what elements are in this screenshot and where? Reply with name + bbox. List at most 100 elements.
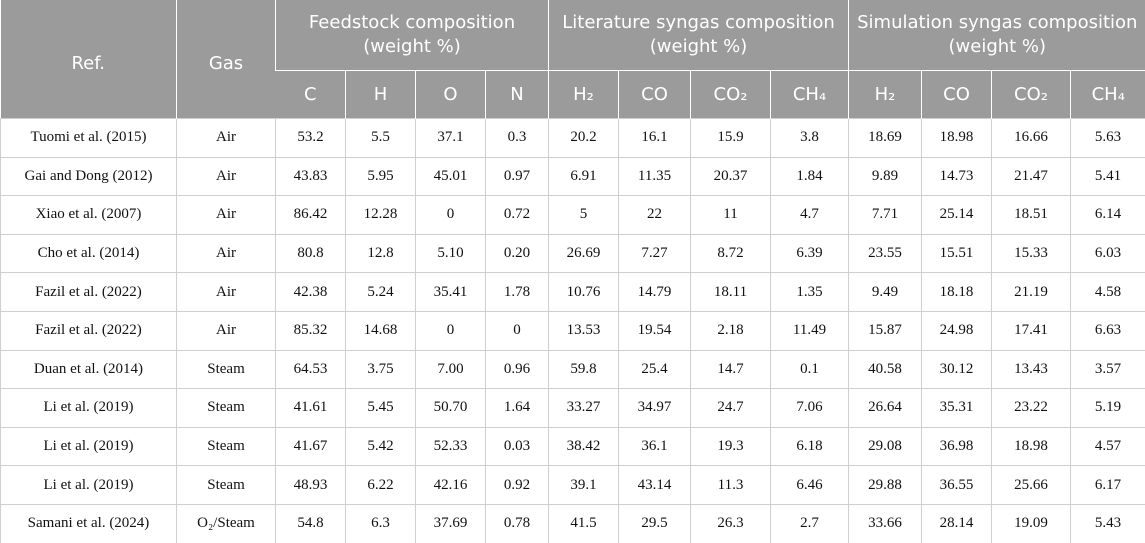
column-header: CH₄ [1070, 70, 1145, 119]
table-cell: 48.93 [275, 465, 346, 505]
table-cell: Li et al. (2019) [0, 426, 177, 467]
table-cell: Air [176, 156, 276, 197]
table-cell: 0.20 [484, 233, 550, 274]
table-cell: 25.66 [991, 465, 1072, 505]
table-cell: 5.10 [415, 233, 486, 274]
table-cell: Tuomi et al. (2015) [0, 118, 177, 158]
table-cell: 24.7 [690, 388, 772, 428]
group-header: Simulation syngas composition (weight %) [848, 0, 1145, 71]
table-row: Li et al. (2019) Steam 41.61 5.45 50.70 1.64 3… [0, 388, 1145, 428]
table-row: Li et al. (2019) Steam 48.93 6.22 42.16 0.92 3… [0, 465, 1145, 505]
table-cell: 18.98 [991, 426, 1072, 467]
table-cell: 16.66 [991, 118, 1072, 158]
table-cell: 0.03 [484, 426, 550, 467]
table-cell: 15.87 [848, 310, 923, 351]
table-cell: 18.18 [921, 272, 993, 312]
table-cell: 6.18 [770, 426, 850, 467]
header-cell: Gas [176, 0, 276, 119]
table-cell: 18.69 [848, 118, 923, 158]
table-cell: 14.7 [690, 349, 772, 390]
table-cell: 28.14 [921, 503, 993, 543]
table-cell: 5.42 [345, 426, 416, 467]
table-row: Fazil et al. (2022) Air 42.38 5.24 35.41 1.78… [0, 272, 1145, 312]
table-cell: 3.57 [1070, 349, 1145, 390]
column-header: CO [921, 70, 992, 119]
table-cell: 18.98 [921, 118, 993, 158]
table-cell: O₂/Steam [176, 503, 276, 543]
table-cell: 1.64 [484, 388, 550, 428]
table-cell: 42.16 [415, 465, 486, 505]
table-cell: 39.1 [548, 465, 620, 505]
table-cell: 12.28 [345, 195, 416, 235]
table-cell: 35.31 [921, 388, 993, 428]
column-header: CO [618, 70, 691, 119]
table-cell: 3.75 [345, 349, 416, 390]
table-cell: 26.69 [548, 233, 620, 274]
table-cell: 37.69 [415, 503, 486, 543]
table-cell: 33.27 [548, 388, 620, 428]
table-row: Fazil et al. (2022) Air 85.32 14.68 0 0 13.53 1… [0, 310, 1145, 351]
header-row: C H O N H₂ CO CO₂ CH₄ H₂ CO CO₂ CH₄ [1, 70, 1145, 119]
table-cell: 14.68 [345, 310, 416, 351]
table-cell: 34.97 [618, 388, 692, 428]
column-header: H₂ [548, 70, 619, 119]
table-cell: Xiao et al. (2007) [0, 195, 177, 235]
column-header: C [275, 70, 346, 119]
table-cell: 0.97 [484, 156, 550, 197]
table-cell: Steam [176, 465, 276, 505]
table-cell: 4.7 [770, 195, 850, 235]
table-cell: 5 [548, 195, 620, 235]
table-cell: 4.58 [1070, 272, 1145, 312]
table-cell: 86.42 [275, 195, 346, 235]
table-cell: 5.41 [1070, 156, 1145, 197]
table-cell: 29.08 [848, 426, 923, 467]
table-cell: 0.92 [484, 465, 550, 505]
table-cell: 9.49 [848, 272, 923, 312]
table-cell: 6.22 [345, 465, 416, 505]
table-cell: 12.8 [345, 233, 416, 274]
table-cell: 7.27 [618, 233, 692, 274]
table-cell: 38.42 [548, 426, 620, 467]
column-header: CO₂ [991, 70, 1071, 119]
table-cell: 26.64 [848, 388, 923, 428]
table-cell: Samani et al. (2024) [0, 503, 177, 543]
table-cell: 41.5 [548, 503, 620, 543]
column-header: H [345, 70, 416, 119]
table-cell: 6.03 [1070, 233, 1145, 274]
table-cell: 0 [415, 195, 486, 235]
table-cell: 0.72 [484, 195, 550, 235]
table-cell: Steam [176, 388, 276, 428]
table-cell: 26.3 [690, 503, 772, 543]
table-cell: 5.24 [345, 272, 416, 312]
table-cell: 6.91 [548, 156, 620, 197]
table-cell: 6.17 [1070, 465, 1145, 505]
table-cell: 16.1 [618, 118, 692, 158]
table-cell: 85.32 [275, 310, 346, 351]
table-cell: Li et al. (2019) [0, 388, 177, 428]
table-cell: 5.5 [345, 118, 416, 158]
table-cell: 15.51 [921, 233, 993, 274]
table-cell: 14.79 [618, 272, 692, 312]
table-cell: Fazil et al. (2022) [0, 310, 177, 351]
table-row: Li et al. (2019) Steam 41.67 5.42 52.33 0.03 3… [0, 426, 1145, 467]
table-cell: 18.51 [991, 195, 1072, 235]
table-cell: 4.57 [1070, 426, 1145, 467]
table-cell: 19.54 [618, 310, 692, 351]
table-cell: 36.1 [618, 426, 692, 467]
table-cell: 7.06 [770, 388, 850, 428]
table-cell: Fazil et al. (2022) [0, 272, 177, 312]
group-header: Feedstock composition (weight %) [274, 0, 549, 71]
header-cell: Ref. [0, 0, 177, 119]
table-cell: 29.88 [848, 465, 923, 505]
table-cell: 19.3 [690, 426, 772, 467]
table-cell: Air [176, 118, 276, 158]
table-cell: 0.96 [484, 349, 550, 390]
table-cell: Duan et al. (2014) [0, 349, 177, 390]
table-cell: 17.41 [991, 310, 1072, 351]
table-cell: 14.73 [921, 156, 993, 197]
table-cell: 33.66 [848, 503, 923, 543]
table-cell: 6.46 [770, 465, 850, 505]
table-cell: 35.41 [415, 272, 486, 312]
table-cell: Cho et al. (2014) [0, 233, 177, 274]
column-header: N [484, 70, 549, 119]
